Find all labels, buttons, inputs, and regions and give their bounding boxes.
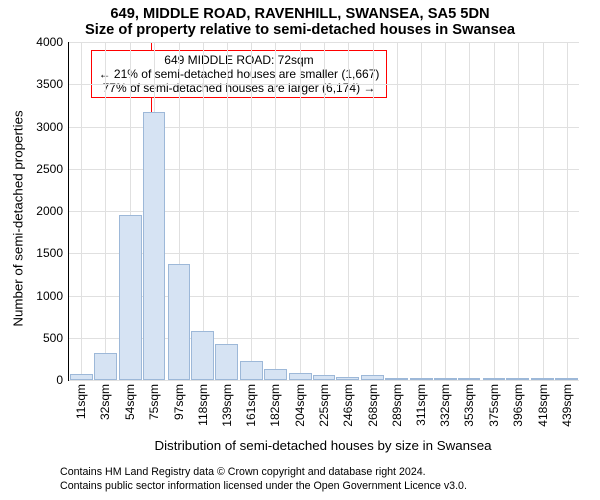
histogram-bar	[94, 353, 117, 380]
y-tick-label: 500	[43, 331, 63, 345]
histogram-bar	[168, 264, 191, 380]
x-tick-label: 161sqm	[244, 384, 258, 427]
gridline-vertical	[300, 42, 301, 380]
gridline-vertical	[324, 42, 325, 380]
histogram-bar	[336, 377, 359, 380]
chart-title-line1: 649, MIDDLE ROAD, RAVENHILL, SWANSEA, SA…	[0, 6, 600, 22]
x-tick-label: 268sqm	[366, 384, 380, 427]
x-tick-label: 225sqm	[317, 384, 331, 427]
histogram-bar	[483, 378, 506, 380]
y-tick-label: 1500	[36, 246, 63, 260]
x-tick-label: 332sqm	[438, 384, 452, 427]
y-axis-title: Number of semi-detached properties	[11, 50, 26, 388]
annotation-box: 649 MIDDLE ROAD: 72sqm ← 21% of semi-det…	[91, 50, 387, 98]
chart-container: 649, MIDDLE ROAD, RAVENHILL, SWANSEA, SA…	[0, 0, 600, 500]
histogram-bar	[385, 378, 408, 380]
gridline-vertical	[567, 42, 568, 380]
y-tick-label: 2500	[36, 162, 63, 176]
gridline-vertical	[518, 42, 519, 380]
y-tick-label: 4000	[36, 35, 63, 49]
x-tick-label: 182sqm	[268, 384, 282, 427]
gridline-vertical	[469, 42, 470, 380]
gridline-vertical	[397, 42, 398, 380]
histogram-bar	[215, 344, 238, 380]
x-tick-label: 289sqm	[390, 384, 404, 427]
x-tick-label: 97sqm	[172, 384, 186, 420]
gridline-vertical	[105, 42, 106, 380]
histogram-bar	[555, 378, 578, 380]
histogram-bar	[264, 369, 287, 380]
gridline-vertical	[251, 42, 252, 380]
x-tick-label: 353sqm	[462, 384, 476, 427]
gridline-horizontal	[69, 380, 579, 381]
x-tick-label: 32sqm	[98, 384, 112, 420]
histogram-bar	[531, 378, 554, 380]
gridline-vertical	[494, 42, 495, 380]
x-tick-label: 246sqm	[341, 384, 355, 427]
histogram-bar	[361, 375, 384, 380]
gridline-vertical	[348, 42, 349, 380]
footer-line1: Contains HM Land Registry data © Crown c…	[60, 466, 426, 478]
footer-line2: Contains public sector information licen…	[60, 480, 467, 492]
gridline-vertical	[445, 42, 446, 380]
plot-area: 649 MIDDLE ROAD: 72sqm ← 21% of semi-det…	[68, 42, 579, 381]
gridline-vertical	[227, 42, 228, 380]
x-tick-label: 11sqm	[74, 384, 88, 419]
histogram-bar	[434, 378, 457, 380]
x-tick-label: 439sqm	[560, 384, 574, 427]
y-tick-label: 2000	[36, 204, 63, 218]
gridline-vertical	[373, 42, 374, 380]
x-tick-label: 118sqm	[196, 384, 210, 426]
gridline-vertical	[421, 42, 422, 380]
x-tick-label: 375sqm	[487, 384, 501, 427]
x-tick-label: 139sqm	[220, 384, 234, 427]
gridline-vertical	[275, 42, 276, 380]
histogram-bar	[143, 112, 166, 380]
x-tick-label: 396sqm	[511, 384, 525, 427]
x-tick-label: 311sqm	[414, 384, 428, 426]
histogram-bar	[458, 378, 481, 380]
annotation-line-larger: 77% of semi-detached houses are larger (…	[96, 81, 382, 95]
histogram-bar	[119, 215, 142, 380]
y-tick-label: 3000	[36, 120, 63, 134]
y-tick-label: 1000	[36, 289, 63, 303]
gridline-vertical	[203, 42, 204, 380]
histogram-bar	[191, 331, 214, 380]
chart-title-line2: Size of property relative to semi-detach…	[0, 22, 600, 38]
x-tick-label: 75sqm	[147, 384, 161, 420]
x-tick-label: 418sqm	[536, 384, 550, 427]
annotation-line-property: 649 MIDDLE ROAD: 72sqm	[96, 53, 382, 67]
x-tick-label: 204sqm	[293, 384, 307, 427]
histogram-bar	[313, 375, 336, 380]
histogram-bar	[410, 378, 433, 380]
x-axis-title: Distribution of semi-detached houses by …	[68, 438, 578, 453]
histogram-bar	[240, 361, 263, 380]
gridline-vertical	[543, 42, 544, 380]
gridline-vertical	[81, 42, 82, 380]
histogram-bar	[70, 374, 93, 380]
histogram-bar	[289, 373, 312, 380]
histogram-bar	[506, 378, 529, 380]
y-tick-label: 3500	[36, 77, 63, 91]
x-tick-label: 54sqm	[123, 384, 137, 420]
y-tick-label: 0	[56, 373, 63, 387]
annotation-line-smaller: ← 21% of semi-detached houses are smalle…	[96, 67, 382, 81]
